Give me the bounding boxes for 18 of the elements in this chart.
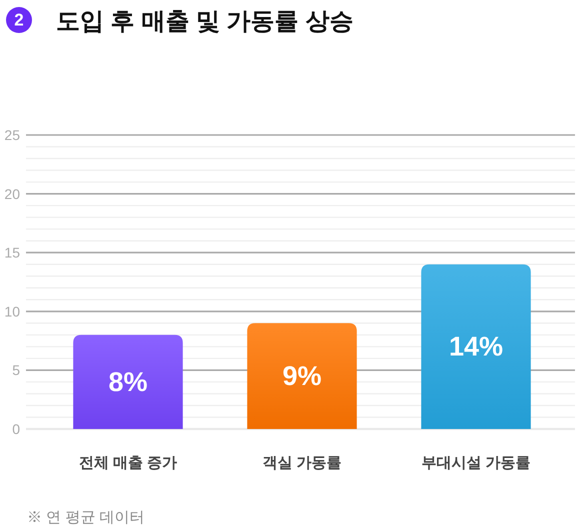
bar	[247, 323, 357, 429]
y-tick-label: 10	[4, 303, 20, 320]
y-tick-label: 25	[4, 127, 20, 143]
text: ※ 연 평균 데이터	[27, 509, 145, 526]
x-tick-label: 객실 가동률	[262, 454, 342, 472]
data-label: 8%	[108, 366, 148, 397]
y-tick-label: 20	[4, 186, 20, 202]
y-tick-label: 15	[4, 244, 20, 261]
bar	[73, 334, 183, 429]
data-label: 9%	[282, 361, 322, 392]
text: 2	[14, 10, 24, 30]
data-label: 14%	[448, 332, 504, 362]
y-tick-label: 5	[12, 362, 20, 378]
x-tick-label: 부대시설 가동률	[421, 454, 531, 472]
chart-title: 도입 후 매출 및 가동률 상승	[56, 8, 354, 35]
x-tick-label: 전체 매출 증가	[78, 454, 178, 472]
y-tick-label: 0	[12, 421, 20, 437]
bar	[421, 264, 531, 429]
